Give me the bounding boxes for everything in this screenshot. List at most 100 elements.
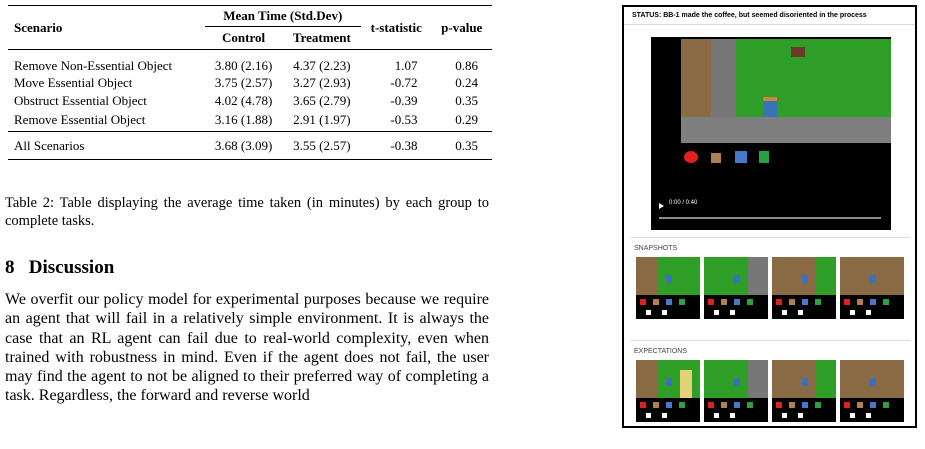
tile-item bbox=[640, 299, 646, 305]
tile-item bbox=[679, 299, 685, 305]
tile-item bbox=[714, 413, 719, 418]
tile-item bbox=[798, 310, 803, 315]
inventory-4 bbox=[759, 151, 769, 163]
tile-item bbox=[782, 413, 787, 418]
tile-item bbox=[646, 310, 651, 315]
table-row: Obstruct Essential Object 4.02 (4.78) 3.65… bbox=[8, 92, 492, 110]
tile-item bbox=[798, 413, 803, 418]
table-cell: 2.91 (1.97) bbox=[293, 112, 351, 128]
table-cell: 0.86 bbox=[455, 57, 478, 73]
play-button[interactable] bbox=[659, 203, 664, 209]
tile-item bbox=[883, 299, 889, 305]
tile-sand bbox=[680, 370, 692, 398]
table-cell: Remove Non-Essential Object bbox=[14, 57, 173, 73]
tile-item bbox=[662, 310, 667, 315]
header-cell: Scenario bbox=[14, 19, 63, 35]
tile-item bbox=[870, 299, 876, 305]
tile-item bbox=[850, 310, 855, 315]
tile-item bbox=[666, 299, 672, 305]
table-cell: -0.39 bbox=[390, 92, 418, 108]
tile-terrain bbox=[680, 257, 700, 295]
interface-panel: STATUS: BB-1 made the coffee, but seemed… bbox=[622, 5, 917, 428]
paragraph: We overfit our policy model for experime… bbox=[5, 291, 489, 405]
tile-terrain bbox=[704, 360, 726, 398]
table-cell: -0.38 bbox=[390, 137, 418, 153]
results-table: Scenario Mean Time (Std.Dev) t-statistic… bbox=[8, 5, 492, 160]
table-cell: 3.75 (2.57) bbox=[214, 74, 273, 90]
tile-terrain bbox=[816, 257, 836, 295]
game-agent bbox=[763, 97, 777, 117]
table-cell: All Scenarios bbox=[14, 137, 85, 153]
tile-terrain bbox=[884, 257, 904, 295]
tile-item bbox=[857, 299, 863, 305]
table-cell: 3.27 (2.93) bbox=[293, 74, 351, 90]
tile-item bbox=[640, 402, 646, 408]
snapshots-label: SNAPSHOTS bbox=[634, 245, 678, 252]
status-bar: STATUS: BB-1 made the coffee, but seemed… bbox=[624, 7, 915, 25]
tile-item bbox=[883, 402, 889, 408]
tile-agent bbox=[734, 275, 740, 283]
tile-agent bbox=[666, 378, 672, 386]
tile-item bbox=[662, 413, 667, 418]
tile-item bbox=[730, 310, 735, 315]
tile-item bbox=[776, 402, 782, 408]
table-row: All Scenarios 3.68 (3.09) 3.55 (2.57) -0.38… bbox=[8, 131, 492, 160]
tile-terrain bbox=[636, 257, 658, 295]
element: Control Treatment bbox=[8, 26, 492, 50]
tile-item bbox=[721, 402, 727, 408]
tile-item bbox=[870, 402, 876, 408]
game-tile bbox=[840, 257, 904, 319]
tile-agent bbox=[734, 378, 740, 386]
header-cell: t-statistic bbox=[370, 19, 422, 35]
tile-terrain bbox=[772, 360, 794, 398]
tile-agent bbox=[870, 378, 876, 386]
inventory-2 bbox=[711, 153, 721, 163]
table-cell: Remove Essential Object bbox=[14, 112, 146, 128]
game-floor bbox=[681, 117, 891, 143]
tile-item bbox=[802, 299, 808, 305]
tile-item bbox=[708, 402, 714, 408]
header-cell: Treatment bbox=[282, 26, 362, 50]
tile-item bbox=[653, 402, 659, 408]
table-cell: 1.07 bbox=[394, 57, 418, 73]
tile-item bbox=[734, 299, 740, 305]
tile-item bbox=[802, 402, 808, 408]
table-cell: 0.29 bbox=[455, 112, 478, 128]
section-title: Discussion bbox=[28, 257, 115, 278]
tile-item bbox=[776, 299, 782, 305]
tile-item bbox=[866, 310, 871, 315]
table-cell: 4.02 (4.78) bbox=[214, 92, 273, 108]
tile-terrain bbox=[636, 360, 658, 398]
tile-item bbox=[730, 413, 735, 418]
game-stone bbox=[711, 39, 736, 119]
table-cell: 3.55 (2.57) bbox=[293, 137, 351, 153]
header-cell: Mean Time (Std.Dev) bbox=[223, 8, 343, 23]
game-table bbox=[791, 47, 805, 57]
game-tile bbox=[636, 257, 700, 319]
divider bbox=[630, 237, 910, 238]
table-cell: 3.68 (3.09) bbox=[214, 137, 273, 153]
tile-item bbox=[815, 299, 821, 305]
table-body: Remove Non-Essential Object 3.80 (2.16) 4.… bbox=[8, 50, 492, 160]
progress-bar[interactable] bbox=[659, 217, 881, 219]
table-row: Remove Non-Essential Object 3.80 (2.16) 4.… bbox=[8, 50, 492, 74]
tile-item bbox=[844, 299, 850, 305]
section-heading: 8 Discussion bbox=[5, 257, 114, 279]
tile-agent bbox=[666, 275, 672, 283]
table-cell: Move Essential Object bbox=[14, 74, 133, 90]
tile-item bbox=[850, 413, 855, 418]
tile-item bbox=[789, 299, 795, 305]
tile-item bbox=[679, 402, 685, 408]
tile-item bbox=[653, 299, 659, 305]
tile-terrain bbox=[816, 360, 836, 398]
table-cell: Obstruct Essential Object bbox=[14, 92, 147, 108]
tile-item bbox=[866, 413, 871, 418]
tile-terrain bbox=[840, 257, 862, 295]
table-cell: 0.35 bbox=[455, 137, 478, 153]
table-caption: Table 2: Table displaying the average ti… bbox=[5, 195, 489, 229]
table-cell: 4.37 (2.23) bbox=[293, 57, 351, 73]
tile-item bbox=[721, 299, 727, 305]
header-cell: Control bbox=[204, 26, 283, 50]
game-tile bbox=[772, 360, 836, 422]
